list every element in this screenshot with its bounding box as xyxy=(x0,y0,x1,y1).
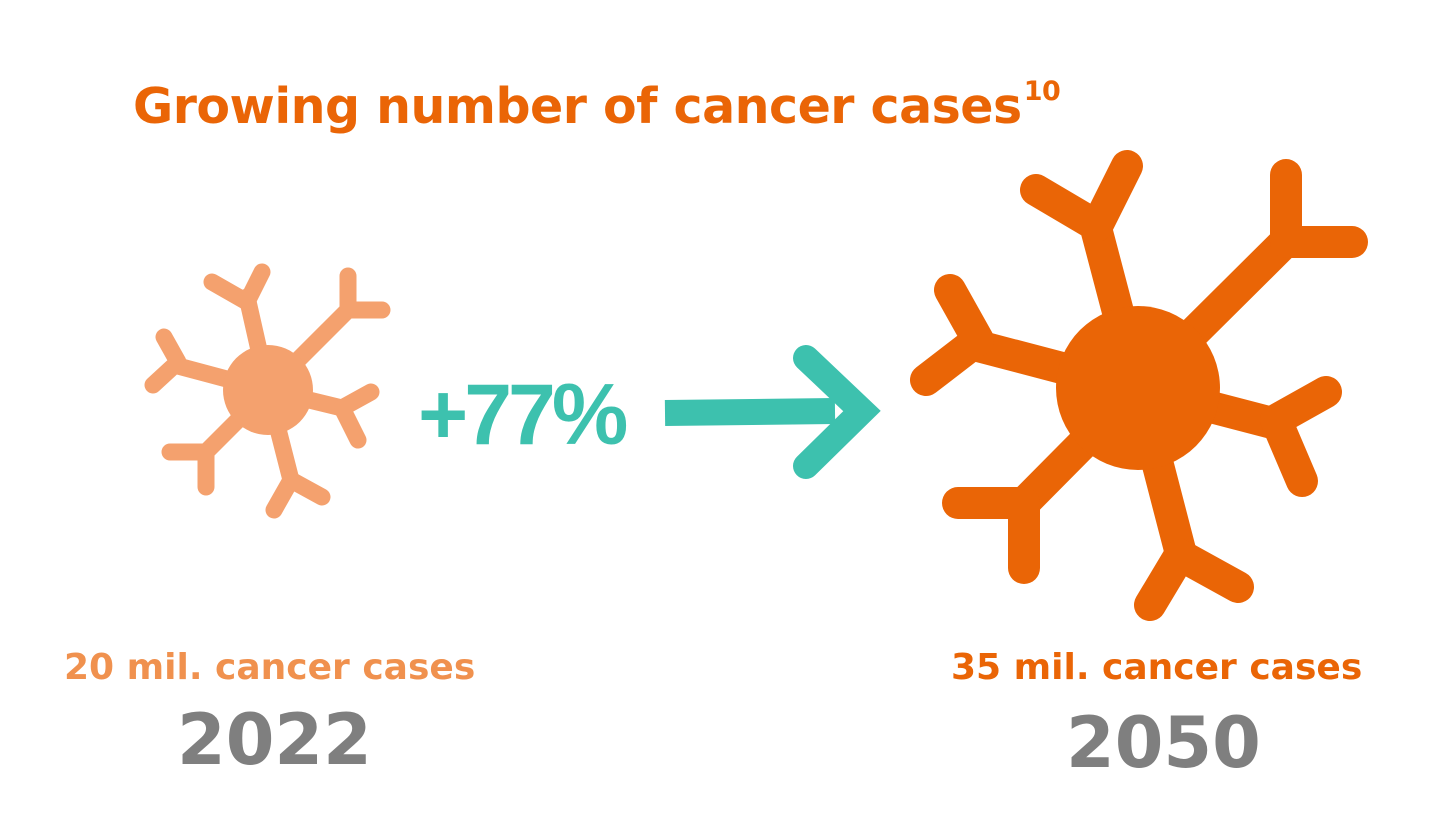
percent-increase-label: +77% xyxy=(418,367,628,463)
cancer-cell-small-icon xyxy=(144,263,391,519)
cancer-cell-large-icon xyxy=(910,150,1368,621)
year-2050-label: 2050 xyxy=(1066,702,1261,784)
cases-2050-label: 35 mil. cancer cases xyxy=(951,647,1363,688)
title-text: Growing number of cancer cases xyxy=(133,78,1022,135)
page-title: Growing number of cancer cases10 xyxy=(133,75,1061,137)
footnote-reference: 10 xyxy=(1023,75,1061,107)
year-2022-label: 2022 xyxy=(177,699,372,781)
cases-2022-label: 20 mil. cancer cases xyxy=(64,647,476,688)
right-arrow-icon xyxy=(664,345,881,479)
